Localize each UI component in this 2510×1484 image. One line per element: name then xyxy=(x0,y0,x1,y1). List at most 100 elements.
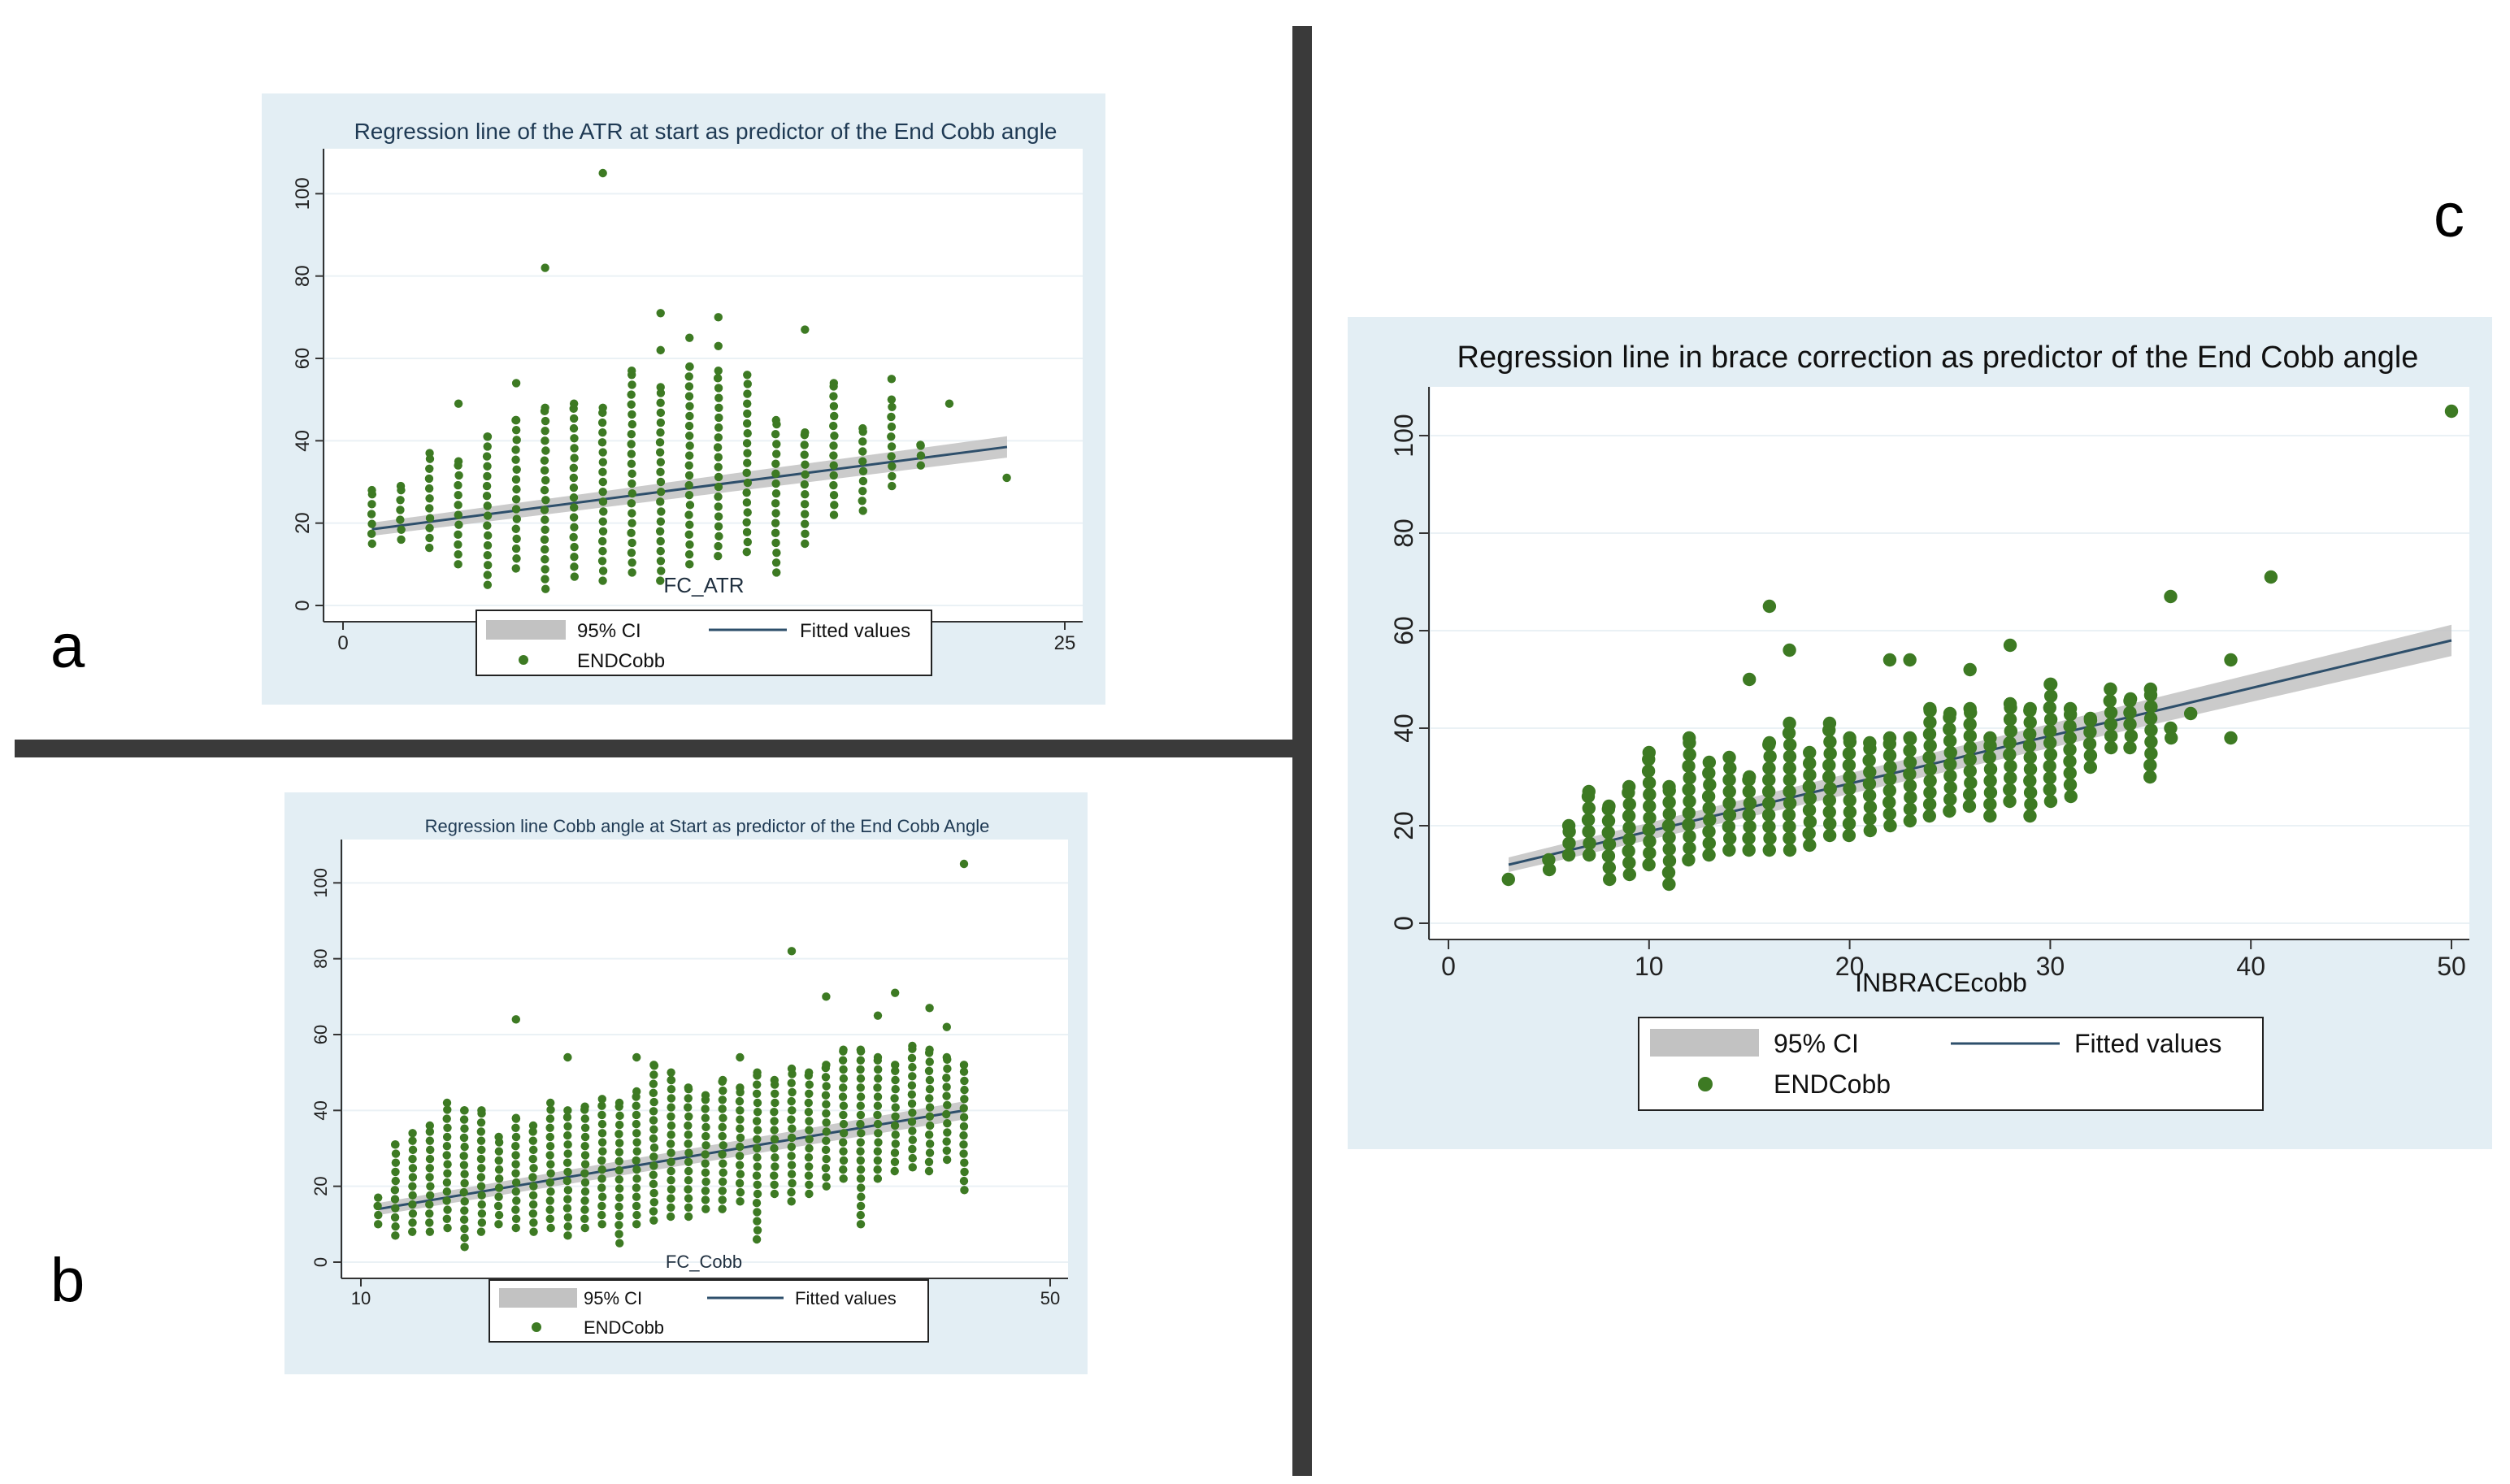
chart-a-point xyxy=(685,441,694,450)
chart-c-point xyxy=(2023,762,2038,776)
chart-b-point xyxy=(597,1129,607,1138)
chart-b-point xyxy=(546,1187,555,1196)
chart-c-legend-ci-label: 95% CI xyxy=(1774,1029,1859,1058)
chart-a-y-tick-label: 40 xyxy=(292,430,314,452)
panel-label-c: c xyxy=(2434,181,2464,250)
chart-b-point xyxy=(528,1191,538,1200)
chart-c-point xyxy=(1622,844,1635,858)
chart-b-point xyxy=(924,1066,934,1075)
chart-b-point xyxy=(408,1173,418,1182)
chart-b-point xyxy=(821,1145,831,1155)
chart-a-point xyxy=(743,380,753,388)
chart-b-point xyxy=(408,1164,418,1173)
chart-b-point xyxy=(391,1167,400,1177)
chart-a-point xyxy=(743,389,752,398)
chart-a-point xyxy=(945,399,954,408)
chart-b-point xyxy=(511,1187,520,1196)
chart-a-point xyxy=(684,491,694,500)
chart-a-point xyxy=(511,379,521,388)
chart-a-point xyxy=(482,481,492,491)
chart-a-point xyxy=(598,477,607,487)
chart-b-point xyxy=(580,1142,589,1151)
chart-b-legend-fit-label: Fitted values xyxy=(795,1288,897,1308)
chart-b-point xyxy=(735,1152,745,1161)
chart-c-point xyxy=(1783,643,1796,657)
chart-b-point xyxy=(856,1147,865,1156)
chart-c-point xyxy=(1642,745,1656,760)
chart-c-x-tick-label: 30 xyxy=(2036,952,2065,981)
chart-b-point xyxy=(960,1076,969,1086)
chart-b-point xyxy=(425,1164,434,1173)
chart-c-point xyxy=(1903,731,1917,745)
chart-b-point xyxy=(580,1151,590,1160)
chart-c-point xyxy=(1842,747,1856,761)
chart-b-point xyxy=(753,1226,762,1234)
chart-b-point xyxy=(856,1065,865,1074)
chart-a-point xyxy=(541,525,549,534)
chart-b-point xyxy=(511,1223,520,1233)
chart-b-point xyxy=(649,1079,658,1088)
chart-a-point xyxy=(829,510,839,519)
chart-b-point xyxy=(822,1109,831,1118)
chart-b-point xyxy=(873,1174,883,1183)
chart-b-point xyxy=(736,1187,745,1197)
chart-b-point xyxy=(771,1162,779,1171)
chart-c-point xyxy=(2003,713,2017,727)
chart-a-point xyxy=(396,496,405,505)
chart-b-point xyxy=(960,1167,969,1177)
chart-b-point xyxy=(667,1157,675,1166)
chart-c-point xyxy=(2083,749,2098,762)
chart-b-point xyxy=(493,1201,503,1211)
chart-a-point xyxy=(742,498,752,507)
chart-a-point xyxy=(714,367,723,375)
chart-b-point xyxy=(822,1173,831,1182)
chart-c-x-tick-label: 20 xyxy=(1835,952,1865,981)
chart-b-point xyxy=(959,1140,968,1149)
chart-b-point xyxy=(787,1197,796,1206)
chart-b-point xyxy=(546,1223,555,1233)
chart-a-point xyxy=(656,383,665,392)
chart-a-point xyxy=(396,506,405,514)
chart-c-point xyxy=(1683,830,1696,844)
chart-b-point xyxy=(804,1108,814,1117)
chart-a-point xyxy=(714,313,723,322)
chart-b-point xyxy=(649,1198,658,1207)
chart-a-point xyxy=(628,488,637,498)
chart-b-point xyxy=(856,1083,865,1092)
chart-b-point xyxy=(443,1223,452,1233)
chart-c-point xyxy=(1983,809,1997,823)
chart-b-point xyxy=(546,1160,555,1169)
chart-c-point xyxy=(1882,653,1897,667)
chart-c-point xyxy=(1643,835,1657,848)
chart-b-point xyxy=(908,1153,917,1163)
chart-c-point xyxy=(1903,802,1917,816)
chart-b-point xyxy=(443,1160,452,1169)
chart-a-point xyxy=(540,456,549,465)
chart-c-point xyxy=(2023,727,2037,741)
chart-c-point xyxy=(1682,731,1696,745)
chart-a-point xyxy=(396,481,406,491)
chart-c-point xyxy=(1742,843,1756,857)
chart-c-point xyxy=(1743,796,1757,810)
chart-b-point xyxy=(925,1004,934,1013)
chart-b-point xyxy=(753,1208,762,1217)
chart-b-point xyxy=(770,1117,779,1126)
chart-b-point xyxy=(563,1106,572,1115)
chart-b-point xyxy=(822,1127,831,1136)
chart-b-point xyxy=(753,1180,762,1189)
chart-a-point xyxy=(801,325,810,334)
chart-a-point xyxy=(570,542,579,552)
chart-a-point xyxy=(887,422,897,432)
chart-c-point xyxy=(1882,796,1896,809)
chart-c-point xyxy=(2043,701,2056,714)
chart-a-point xyxy=(742,419,752,428)
chart-a-point xyxy=(511,505,521,514)
chart-c-point xyxy=(1703,813,1717,827)
chart-a-point xyxy=(483,521,492,530)
chart-b-point xyxy=(856,1092,866,1101)
chart-b-point xyxy=(925,1103,935,1112)
chart-b-point xyxy=(408,1129,417,1138)
chart-b-point xyxy=(614,1130,623,1139)
chart-a-point xyxy=(367,539,376,549)
chart-b-legend-ci-label: 95% CI xyxy=(584,1288,642,1308)
